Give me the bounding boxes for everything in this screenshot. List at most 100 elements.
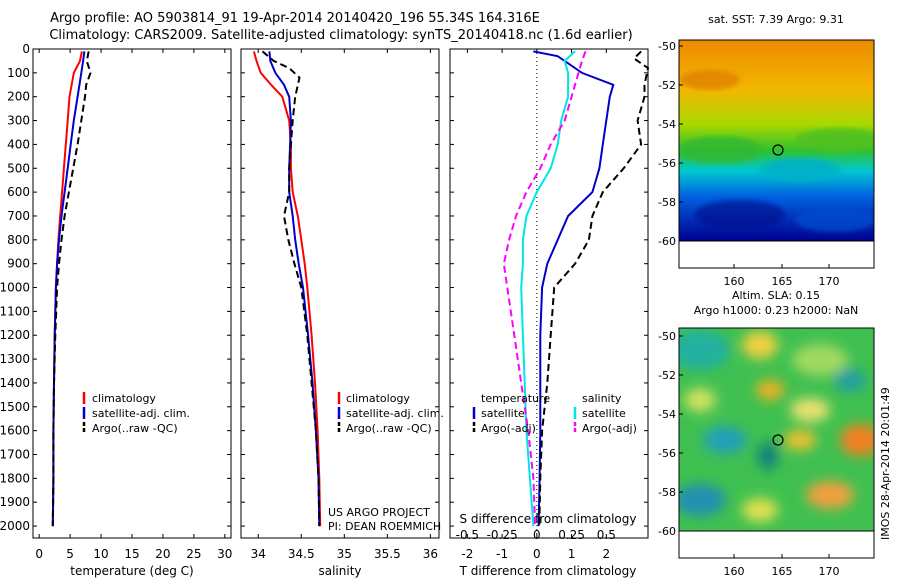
latitude-label: -60	[658, 235, 676, 248]
t-difference-xlabel: T difference from climatology	[459, 564, 637, 578]
legend-header-temperature: temperature	[481, 392, 550, 405]
x-tick-label: 34.5	[288, 547, 315, 561]
sst-map-title: sat. SST: 7.39 Argo: 9.31	[708, 13, 844, 26]
sla-map-subtitle: Argo h1000: 0.23 h2000: NaN	[694, 304, 859, 317]
s-tick-label: 0.5	[597, 528, 616, 542]
series-line-satellite-adj-clim-	[51, 51, 86, 527]
series-line-salinity-argo-adj-	[502, 51, 587, 527]
depth-tick-label: 1700	[0, 448, 30, 462]
latitude-label: -52	[658, 79, 676, 92]
x-tick-label: 25	[186, 547, 201, 561]
depth-tick-label: 1800	[0, 471, 30, 485]
sst-frame-lower	[678, 240, 875, 269]
latitude-label: -58	[658, 196, 676, 209]
latitude-label: -52	[658, 369, 676, 382]
salinity-legend: climatology satellite-adj. clim. Argo(..…	[337, 392, 444, 435]
s-tick-label: 0.25	[558, 528, 585, 542]
x-tick-label: 0	[533, 547, 541, 561]
difference-legend: temperature salinity satellite Argo(-adj…	[472, 392, 637, 435]
depth-tick-label: 1100	[0, 304, 30, 318]
depth-tick-label: 200	[7, 90, 30, 104]
pi-annotation: PI: DEAN ROEMMICH	[328, 520, 441, 533]
sst-texture	[679, 70, 874, 232]
s-tick-label: 0	[533, 528, 541, 542]
x-tick-label: 2	[602, 547, 610, 561]
x-tick-label: 36	[423, 547, 438, 561]
legend-label-s-argo: Argo(-adj)	[582, 422, 637, 435]
legend-label-t-argo: Argo(-adj)	[481, 422, 536, 435]
x-tick-label: 15	[124, 547, 139, 561]
sst-axis-ticks: -50 -52 -54 -56 -58 -60 160 165 170	[658, 40, 839, 288]
legend-label-argo: Argo(..raw -QC)	[346, 422, 432, 435]
latitude-label: -56	[658, 447, 676, 460]
sla-map-title: Altim. SLA: 0.15	[732, 289, 820, 302]
temperature-panel	[32, 48, 232, 539]
salinity-xlabel: salinity	[318, 564, 361, 578]
depth-tick-label: 1000	[0, 281, 30, 295]
legend-label-t-satellite: satellite	[481, 407, 525, 420]
depth-tick-label: 700	[7, 209, 30, 223]
series-line-temperature-argo-adj-	[538, 50, 650, 527]
depth-tick-label: 1900	[0, 495, 30, 509]
x-tick-label: 5	[66, 547, 74, 561]
depth-tick-label: 1500	[0, 400, 30, 414]
depth-tick-label: 900	[7, 257, 30, 271]
sst-map: sat. SST: 7.39 Argo: 9.31 -50-52-54-56-5…	[658, 13, 875, 288]
sla-frame-lower	[678, 530, 875, 559]
depth-tick-label: 600	[7, 185, 30, 199]
longitude-label: 160	[724, 275, 745, 288]
series-line-climatology	[252, 51, 322, 527]
imos-timestamp: IMOS 28-Apr-2014 20:01:49	[879, 387, 892, 540]
temperature-legend: climatology satellite-adj. clim. Argo(..…	[82, 392, 190, 435]
depth-tick-label: 0	[22, 42, 30, 56]
series-line-satellite-adj-clim-	[268, 51, 321, 527]
s-tick-label: -0.25	[487, 528, 518, 542]
sla-axis-ticks: -50 -52 -54 -56 -58 -60 160 165 170	[658, 330, 839, 578]
s-difference-xlabel: S difference from climatology	[460, 512, 637, 526]
x-tick-label: 10	[93, 547, 108, 561]
depth-tick-label: 1200	[0, 328, 30, 342]
series-line-salinity-satellite	[520, 50, 576, 527]
series-line-climatology	[51, 51, 83, 527]
series-line-argo-raw-qc-	[51, 51, 92, 527]
sla-map: Altim. SLA: 0.15 Argo h1000: 0.23 h2000:…	[658, 289, 875, 578]
depth-tick-label: 400	[7, 137, 30, 151]
legend-label-climatology: climatology	[346, 392, 410, 405]
latitude-label: -60	[658, 525, 676, 538]
x-tick-label: 0	[35, 547, 43, 561]
plot-subtitle: Climatology: CARS2009. Satellite-adjuste…	[49, 28, 633, 43]
depth-axis: 0 100 200 300 400 500 600 700 800 900 1000 1100 1200…	[0, 42, 648, 533]
depth-tick-label: 1400	[0, 376, 30, 390]
longitude-label: 165	[772, 565, 793, 578]
project-annotation: US ARGO PROJECT	[328, 506, 430, 519]
x-tick-label: 1	[568, 547, 576, 561]
profile-lines	[51, 50, 650, 527]
depth-tick-label: 300	[7, 114, 30, 128]
s-tick-label: -0.5	[456, 528, 479, 542]
longitude-label: 165	[772, 275, 793, 288]
legend-header-salinity: salinity	[582, 392, 622, 405]
latitude-label: -54	[658, 118, 676, 131]
latitude-label: -58	[658, 486, 676, 499]
legend-label-climatology: climatology	[92, 392, 156, 405]
legend-label-satellite: satellite-adj. clim.	[346, 407, 444, 420]
plot-title: Argo profile: AO 5903814_91 19-Apr-2014 …	[50, 11, 540, 26]
latitude-label: -54	[658, 408, 676, 421]
x-tick-label: 35.5	[374, 547, 401, 561]
longitude-label: 170	[819, 275, 840, 288]
depth-tick-label: 100	[7, 66, 30, 80]
x-tick-label: -2	[461, 547, 473, 561]
longitude-label: 170	[819, 565, 840, 578]
depth-tick-label: 800	[7, 233, 30, 247]
series-line-temperature-satellite	[533, 50, 615, 527]
legend-label-argo: Argo(..raw -QC)	[92, 422, 178, 435]
legend-label-s-satellite: satellite	[582, 407, 626, 420]
x-tick-label: 35	[337, 547, 352, 561]
depth-tick-label: 2000	[0, 519, 30, 533]
latitude-label: -50	[658, 40, 676, 53]
argo-position-marker	[772, 144, 784, 156]
depth-tick-label: 500	[7, 161, 30, 175]
x-axes: 0 5 10 15 20 25 30 34 34.5 35 35.5 36 -2 -1 0 1 2 -0.5 -0.…	[35, 49, 616, 561]
salinity-panel	[240, 48, 440, 539]
